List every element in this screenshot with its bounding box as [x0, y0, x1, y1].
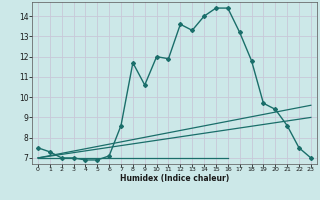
X-axis label: Humidex (Indice chaleur): Humidex (Indice chaleur)	[120, 174, 229, 183]
